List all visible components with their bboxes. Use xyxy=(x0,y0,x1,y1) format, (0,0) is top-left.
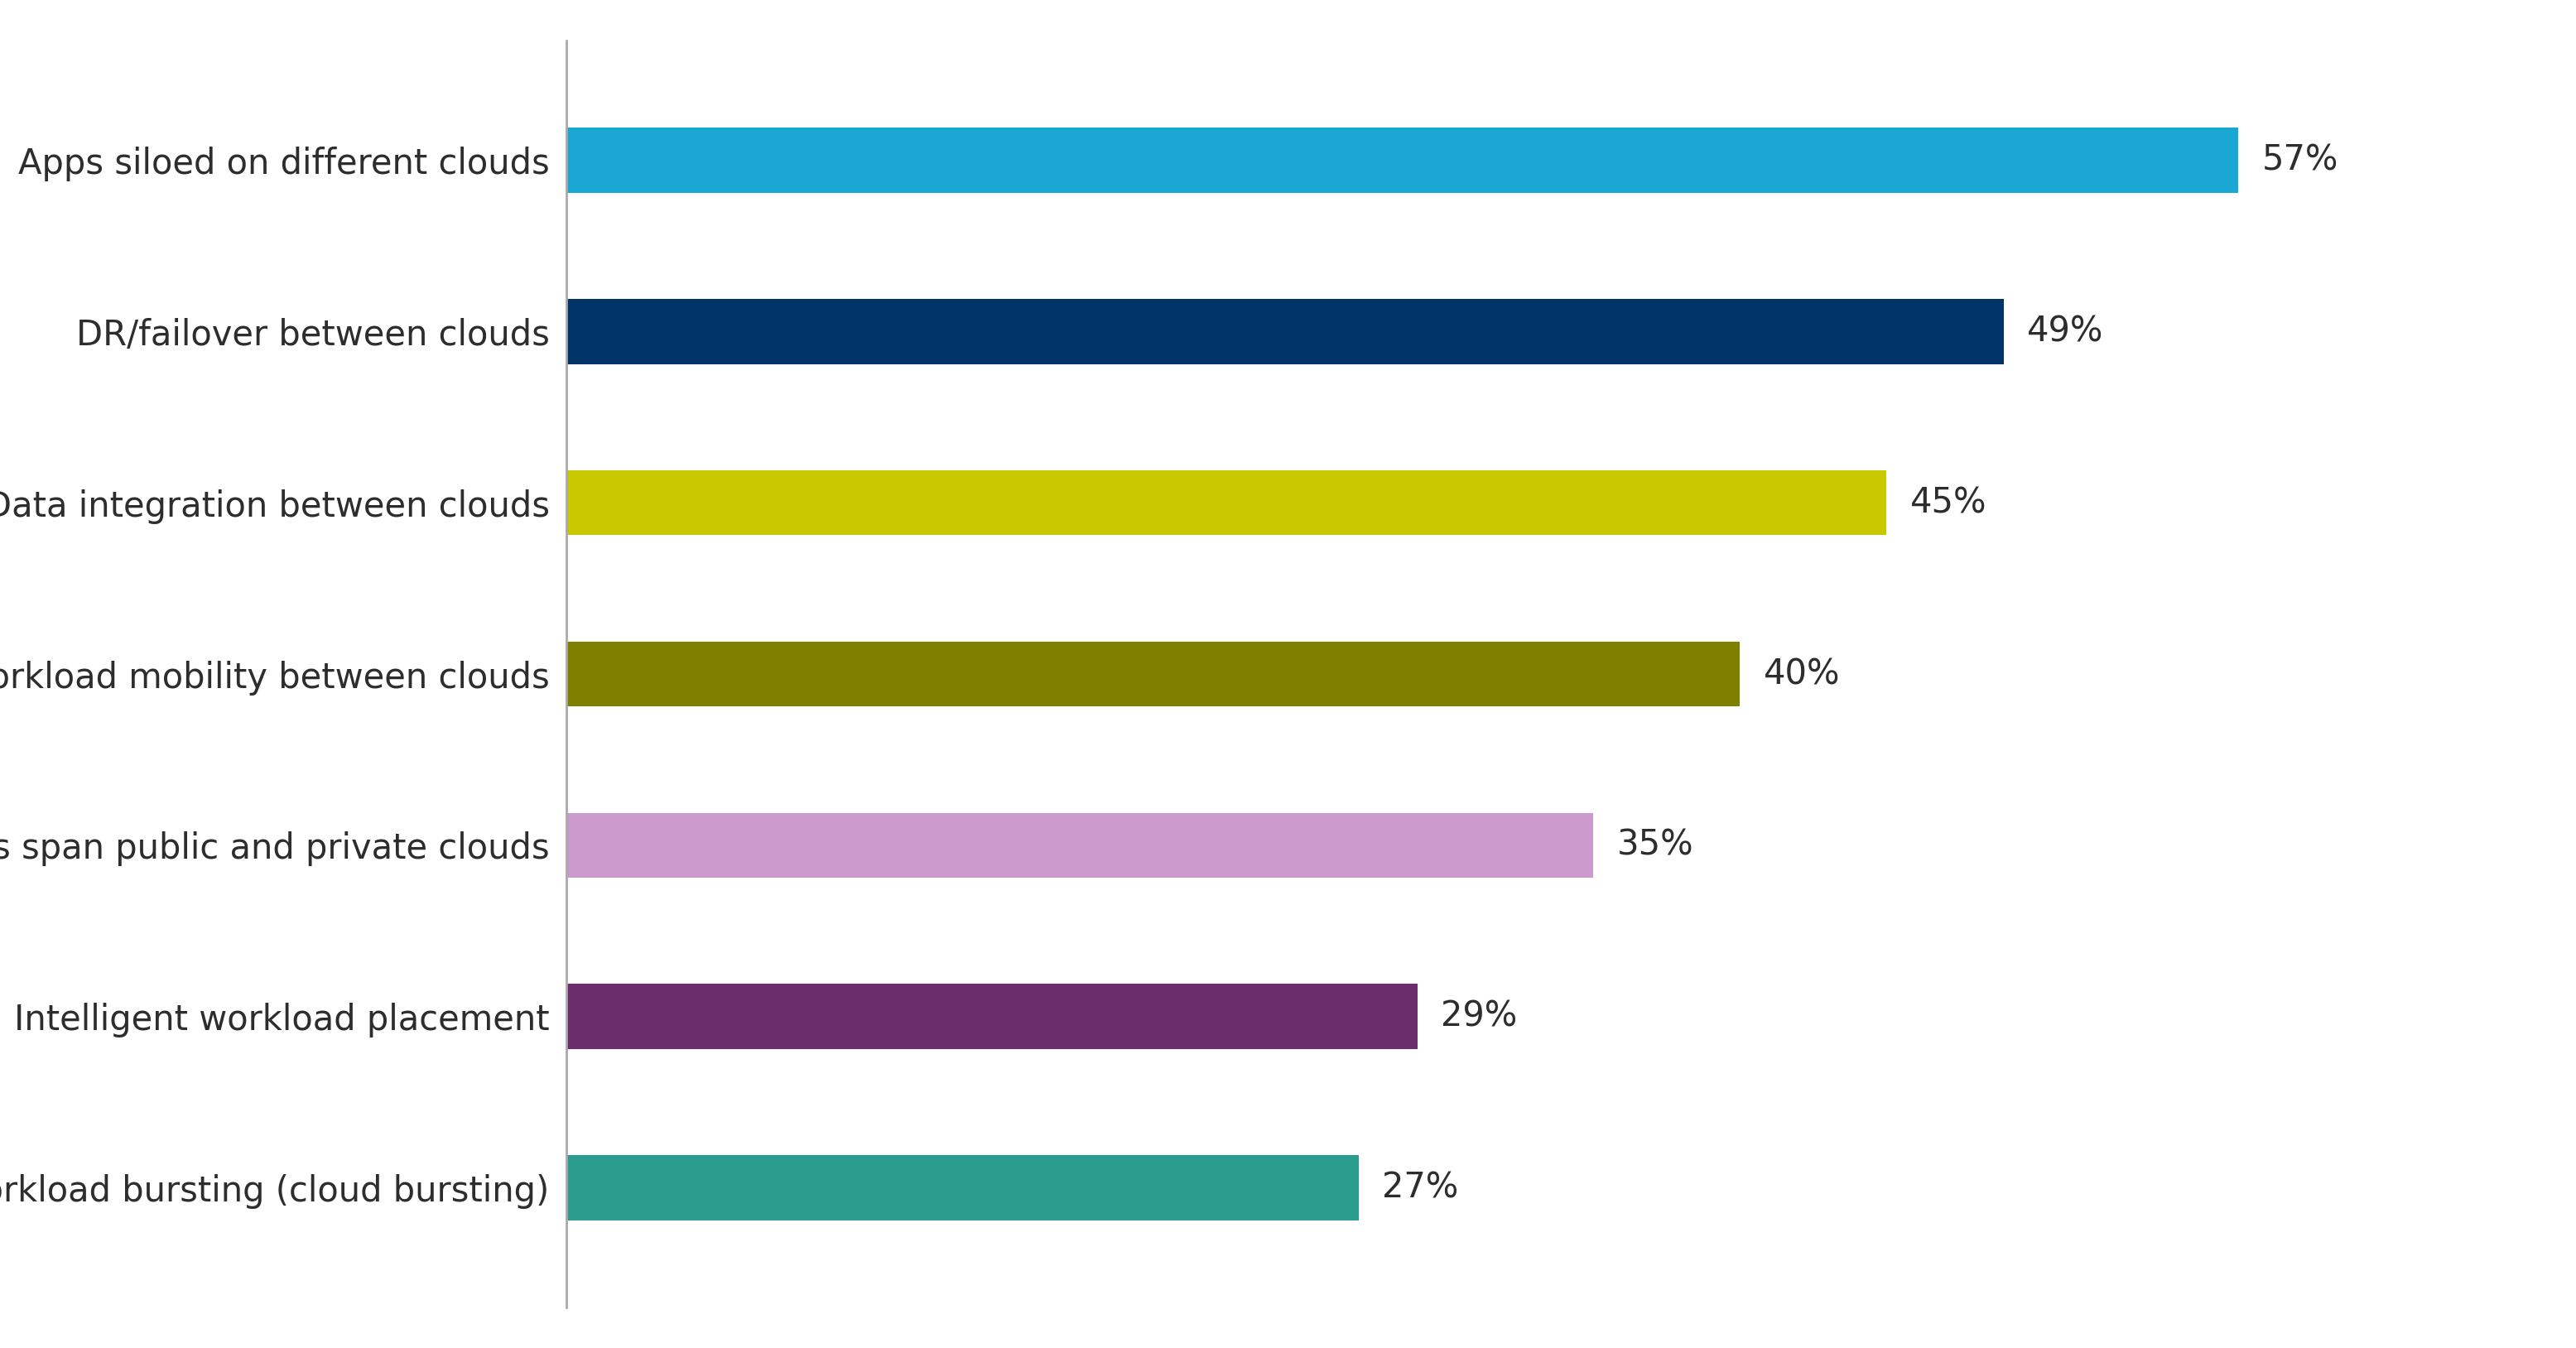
Bar xyxy=(567,813,1592,878)
Bar xyxy=(567,299,2004,364)
Text: 27%: 27% xyxy=(1381,1170,1458,1205)
Text: 49%: 49% xyxy=(2027,314,2105,349)
Bar xyxy=(567,128,2239,193)
Text: 35%: 35% xyxy=(1618,828,1692,863)
Bar xyxy=(567,470,1886,535)
Bar xyxy=(567,642,1739,706)
Bar xyxy=(567,984,1417,1049)
Text: 29%: 29% xyxy=(1440,999,1517,1034)
Bar xyxy=(567,1155,1358,1220)
Text: 45%: 45% xyxy=(1909,485,1986,520)
Text: 40%: 40% xyxy=(1762,656,1839,692)
Text: 57%: 57% xyxy=(2262,143,2339,178)
